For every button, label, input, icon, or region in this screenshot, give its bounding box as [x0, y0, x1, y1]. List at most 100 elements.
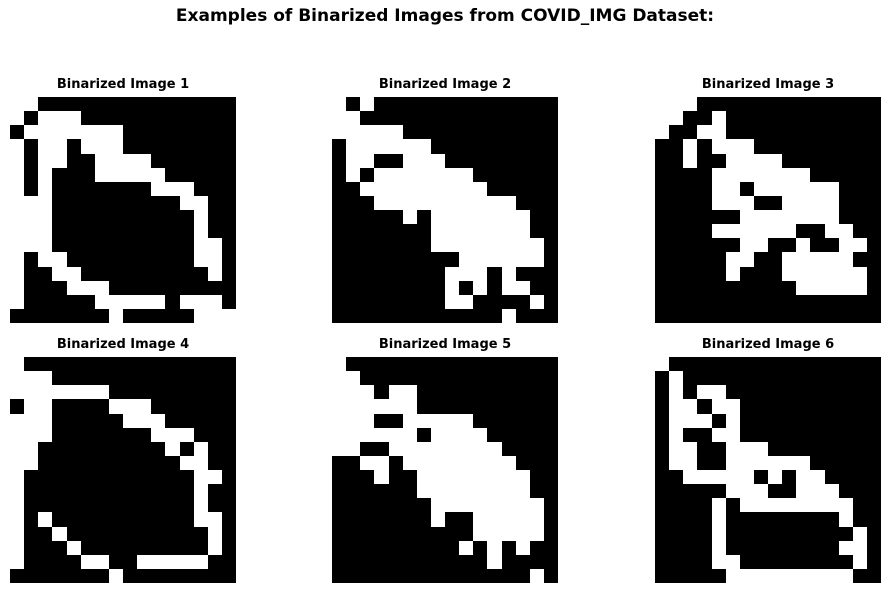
pixel: [222, 295, 236, 309]
pixel: [180, 371, 194, 385]
pixel: [782, 295, 796, 309]
pixel: [151, 385, 165, 399]
pixel: [52, 498, 67, 512]
pixel: [403, 238, 417, 252]
pixel: [516, 371, 530, 385]
pixel: [360, 512, 374, 527]
pixel: [95, 498, 109, 512]
pixel: [165, 238, 180, 252]
pixel: [52, 281, 67, 295]
pixel: [151, 569, 165, 583]
pixel: [530, 182, 544, 196]
pixel: [683, 309, 697, 323]
pixel: [459, 125, 473, 139]
pixel: [417, 371, 431, 385]
pixel: [417, 125, 431, 139]
pixel: [502, 569, 516, 583]
pixel: [332, 154, 346, 168]
pixel: [389, 238, 403, 252]
pixel: [853, 97, 867, 111]
pixel: [853, 252, 867, 267]
pixel: [712, 281, 726, 295]
pixel: [52, 168, 67, 182]
pixel: [346, 569, 360, 583]
pixel: [487, 97, 502, 111]
pixel: [487, 371, 502, 385]
pixel: [697, 527, 712, 541]
pixel: [487, 399, 502, 414]
pixel: [810, 357, 825, 371]
pixel: [332, 512, 346, 527]
pixel: [867, 470, 881, 484]
pixel: [655, 295, 669, 309]
pixel: [473, 168, 487, 182]
pixel: [445, 252, 459, 267]
pixel: [222, 154, 236, 168]
pixel: [95, 399, 109, 414]
pixel: [360, 442, 374, 456]
pixel: [165, 385, 180, 399]
pixel: [403, 281, 417, 295]
pixel: [544, 196, 558, 210]
pixel: [180, 484, 194, 498]
pixel: [669, 252, 683, 267]
pixel: [123, 470, 137, 484]
pixel: [137, 569, 151, 583]
pixel: [740, 295, 754, 309]
pixel: [417, 267, 431, 281]
pixel: [417, 541, 431, 555]
pixel: [839, 210, 853, 224]
pixel: [81, 182, 95, 196]
pixel: [346, 210, 360, 224]
pixel: [165, 357, 180, 371]
pixel: [516, 456, 530, 470]
pixel: [530, 196, 544, 210]
pixel: [754, 541, 768, 555]
pixel: [669, 224, 683, 238]
pixel: [222, 484, 236, 498]
pixel: [683, 224, 697, 238]
pixel: [530, 309, 544, 323]
pixel: [222, 210, 236, 224]
pixel: [459, 111, 473, 125]
pixel: [782, 371, 796, 385]
pixel: [459, 385, 473, 399]
pixel: [796, 385, 810, 399]
pixel: [52, 541, 67, 555]
pixel: [712, 267, 726, 281]
pixel: [768, 385, 782, 399]
pixel: [38, 569, 52, 583]
pixel: [67, 139, 81, 154]
pixel: [544, 555, 558, 569]
pixel: [697, 484, 712, 498]
pixel: [52, 428, 67, 442]
pixel: [10, 399, 24, 414]
pixel: [403, 97, 417, 111]
pixel: [81, 295, 95, 309]
pixel: [137, 281, 151, 295]
pixel: [123, 357, 137, 371]
pixel: [853, 569, 867, 583]
pixel: [825, 309, 839, 323]
pixel: [473, 125, 487, 139]
pixel: [740, 182, 754, 196]
pixel: [123, 224, 137, 238]
pixel: [853, 498, 867, 512]
pixel: [431, 97, 445, 111]
pixel: [768, 442, 782, 456]
pixel: [137, 527, 151, 541]
pixel: [530, 385, 544, 399]
pixel: [52, 555, 67, 569]
pixel: [180, 139, 194, 154]
pixel: [655, 512, 669, 527]
pixel: [487, 385, 502, 399]
pixel: [683, 210, 697, 224]
pixel: [374, 541, 389, 555]
pixel: [95, 569, 109, 583]
pixel: [208, 97, 222, 111]
pixel: [81, 428, 95, 442]
pixel: [697, 168, 712, 182]
pixel: [109, 182, 123, 196]
pixel: [67, 252, 81, 267]
pixel: [740, 512, 754, 527]
